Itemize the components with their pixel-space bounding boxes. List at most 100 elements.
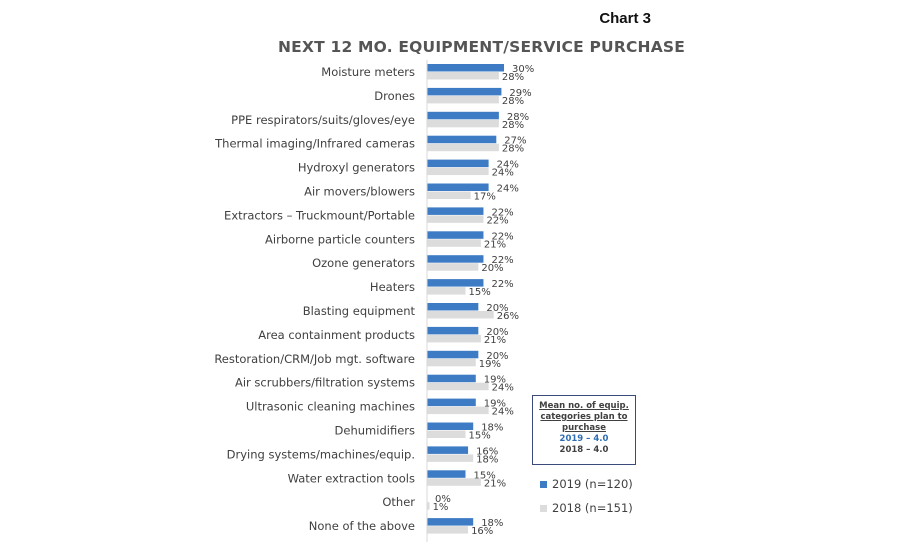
bar-2018 <box>427 167 489 176</box>
category-group: Moisture meters 30%28% <box>321 64 534 83</box>
legend-label-2018: 2018 (n=151) <box>552 501 633 515</box>
value-label-2018: 24% <box>492 383 514 394</box>
bar-2018 <box>427 287 466 295</box>
category-label: Drones <box>374 89 415 103</box>
category-group: Airborne particle counters 22%21% <box>265 231 514 250</box>
bar-2019 <box>427 518 474 526</box>
bar-2019 <box>427 279 484 287</box>
category-label: None of the above <box>309 519 415 533</box>
category-label: Dehumidifiers <box>335 424 415 438</box>
value-label-2019: 22% <box>491 279 513 290</box>
bar-2018 <box>427 526 469 534</box>
bar-2018 <box>427 119 499 128</box>
bar-2019 <box>427 422 474 430</box>
value-label-2019: 24% <box>497 184 519 195</box>
bar-2018 <box>427 239 481 247</box>
bar-2018 <box>427 406 489 415</box>
mean-box-2018: 2018 – 4.0 <box>559 445 609 455</box>
category-label: Air movers/blowers <box>304 185 415 199</box>
category-label: Other <box>382 495 415 509</box>
bar-2018 <box>427 191 471 199</box>
category-group: PPE respirators/suits/gloves/eye 28%28% <box>231 111 529 131</box>
category-label: Drying systems/machines/equip. <box>227 447 415 461</box>
category-group: Heaters 22%15% <box>370 279 514 298</box>
category-group: Hydroxyl generators 24%24% <box>298 159 519 179</box>
bar-2018 <box>427 215 484 223</box>
bar-2018 <box>427 95 499 104</box>
category-group: Blasting equipment 20%26% <box>303 303 519 322</box>
chart-number: Chart 3 <box>599 10 651 27</box>
value-label-2018: 21% <box>484 335 506 346</box>
category-label: Area containment products <box>258 328 415 342</box>
value-label-2019: 28% <box>507 112 529 123</box>
value-label-2019: 18% <box>481 518 503 529</box>
value-label-2018: 20% <box>481 263 503 274</box>
value-label-2018: 15% <box>469 287 491 298</box>
bar-2018 <box>427 358 476 367</box>
bar-2018 <box>427 382 489 391</box>
category-label: Hydroxyl generators <box>298 161 415 175</box>
bar-2019 <box>427 446 469 454</box>
bar-2019 <box>427 374 476 383</box>
value-label-2019: 15% <box>474 470 496 481</box>
category-group: Ozone generators 22%20% <box>312 255 514 274</box>
category-label: Water extraction tools <box>288 471 415 485</box>
bar-2019 <box>427 207 484 215</box>
bar-2019 <box>427 255 484 263</box>
value-label-2018: 21% <box>484 239 506 250</box>
value-label-2019: 0% <box>435 494 451 505</box>
value-label-2018: 24% <box>492 168 514 179</box>
bar-2018 <box>427 502 430 510</box>
value-label-2019: 20% <box>486 327 508 338</box>
mean-box-heading: Mean no. of equip. categories plan to pu… <box>539 401 629 433</box>
bar-2019 <box>427 398 476 407</box>
bar-2019 <box>427 470 466 478</box>
value-label-2018: 1% <box>433 502 449 513</box>
bar-2019 <box>427 87 502 96</box>
value-label-2018: 17% <box>474 192 496 203</box>
legend: 2019 (n=120) 2018 (n=151) <box>540 476 633 524</box>
bar-2019 <box>427 111 499 120</box>
bar-2019 <box>427 64 504 72</box>
bar-2018 <box>427 334 481 343</box>
value-label-2019: 22% <box>491 255 513 266</box>
category-group: Restoration/CRM/Job mgt. software 20%19% <box>214 350 509 370</box>
value-label-2018: 28% <box>502 120 524 131</box>
category-label: Ultrasonic cleaning machines <box>246 400 415 414</box>
mean-box-2019: 2019 – 4.0 <box>559 434 609 444</box>
category-group: Air scrubbers/filtration systems 19%24% <box>235 374 514 394</box>
category-label: Air scrubbers/filtration systems <box>235 376 415 390</box>
category-group: Dehumidifiers 18%15% <box>335 422 503 442</box>
value-label-2018: 26% <box>497 311 519 322</box>
value-label-2018: 21% <box>484 478 506 489</box>
value-label-2019: 20% <box>486 351 508 362</box>
bar-2019 <box>427 231 484 239</box>
legend-swatch-2019 <box>540 480 547 488</box>
value-label-2019: 22% <box>491 207 513 218</box>
legend-swatch-2018 <box>540 504 547 512</box>
bars-layer: Moisture meters 30%28%Drones 29%28%PPE res… <box>214 64 534 537</box>
bar-2018 <box>427 430 466 438</box>
value-label-2018: 19% <box>479 359 501 370</box>
category-label: Blasting equipment <box>303 304 416 318</box>
category-label: Restoration/CRM/Job mgt. software <box>214 352 415 366</box>
value-label-2018: 16% <box>471 526 493 537</box>
category-label: PPE respirators/suits/gloves/eye <box>231 113 415 127</box>
value-label-2019: 16% <box>476 446 498 457</box>
bar-2019 <box>427 350 479 359</box>
chart-title: NEXT 12 MO. EQUIPMENT/SERVICE PURCHASE <box>278 38 686 56</box>
category-group: Extractors – Truckmount/Portable 22%22% <box>224 207 514 226</box>
value-label-2018: 28% <box>502 96 524 107</box>
category-group: Drying systems/machines/equip. 16%18% <box>227 446 498 465</box>
category-group: Ultrasonic cleaning machines 19%24% <box>246 398 514 418</box>
bar-2018 <box>427 143 499 152</box>
value-label-2019: 18% <box>481 423 503 434</box>
category-group: Thermal imaging/Infrared cameras 27%28% <box>214 135 527 155</box>
value-label-2018: 18% <box>476 454 498 465</box>
value-label-2018: 15% <box>469 431 491 442</box>
category-label: Thermal imaging/Infrared cameras <box>214 137 415 151</box>
bar-2019 <box>427 135 497 144</box>
legend-item-2018: 2018 (n=151) <box>540 500 633 516</box>
category-label: Moisture meters <box>321 65 415 79</box>
